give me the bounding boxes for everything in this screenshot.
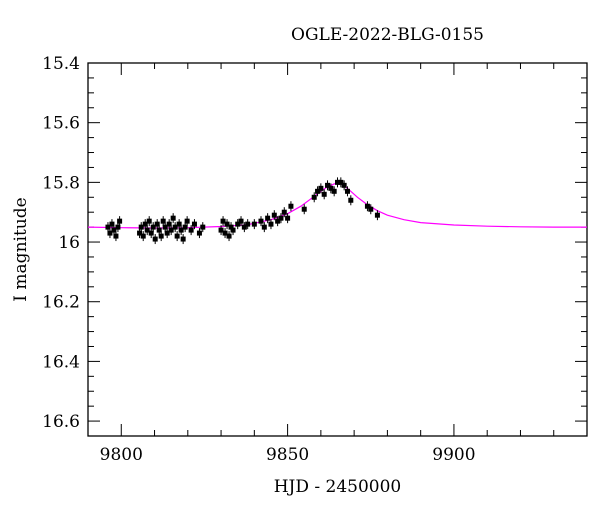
data-point [164,228,170,239]
data-point [368,204,374,215]
data-point [105,222,111,233]
data-point [188,225,194,236]
data-point [111,225,117,236]
x-tick-label: 9850 [266,445,309,465]
data-point [241,222,247,233]
data-point [146,216,152,227]
data-point [348,195,354,206]
data-point [117,216,123,227]
data-point [261,222,267,233]
x-tick-labels: 9800 9850 9900 [100,445,476,465]
data-point [158,231,164,242]
data-point [107,228,113,239]
data-point [218,225,224,236]
data-point [174,231,180,242]
data-point [144,225,150,236]
y-tick-label: 15.6 [42,114,80,134]
data-point [113,231,119,242]
data-point [109,219,115,230]
data-point [200,222,206,233]
data-point [335,177,340,188]
data-point [364,201,370,212]
y-tick-label: 16.2 [42,293,80,313]
data-point [325,180,331,191]
data-point [301,204,307,215]
data-point [162,222,168,233]
y-tick-labels: 15.4 15.6 15.8 16 16.2 16.4 16.6 [42,54,80,432]
data-point [288,201,294,212]
data-point [311,192,317,203]
x-axis-label: HJD - 2450000 [274,477,402,497]
data-points [105,177,380,245]
data-point [191,219,197,230]
data-point [138,222,144,233]
data-point [338,177,344,188]
data-point [182,222,188,233]
data-point [156,225,162,236]
data-point [281,207,287,218]
data-point [142,219,148,230]
data-point [170,213,176,224]
data-point [154,219,160,230]
data-point [278,213,284,224]
data-point [374,210,380,221]
y-tick-label: 15.8 [42,173,80,193]
data-point [251,219,257,230]
data-point [176,219,182,230]
data-point [184,216,190,227]
data-point [235,219,241,230]
data-point [275,216,281,227]
data-point [315,186,321,197]
data-point [258,216,264,227]
data-point [321,189,327,200]
data-point [331,186,337,197]
data-point [172,222,178,233]
x-tick-label: 9900 [432,445,475,465]
plot-frame [87,62,588,437]
data-point [152,234,158,245]
data-point [265,213,271,224]
x-tick-label: 9800 [100,445,143,465]
data-point [271,210,277,221]
chart-title: OGLE-2022-BLG-0155 [291,25,484,45]
data-point [115,222,121,233]
axis-ticks [87,62,588,437]
y-axis-label: I magnitude [11,197,31,301]
y-tick-label: 16.6 [42,412,80,432]
data-point [196,228,202,239]
data-point [238,216,244,227]
data-point [318,183,324,194]
data-point [150,222,156,233]
data-point [137,228,143,239]
data-point [178,225,184,236]
data-point [328,183,334,194]
data-point [285,213,291,224]
y-tick-label: 15.4 [42,54,80,74]
y-tick-label: 16.4 [42,352,80,372]
data-point [168,225,174,236]
data-point [148,228,154,239]
data-point [140,231,146,242]
y-tick-label: 16 [58,233,80,253]
data-point [166,219,172,230]
data-point [344,186,350,197]
data-point [341,180,347,191]
data-point [268,219,274,230]
data-point [222,228,228,239]
data-point [180,234,186,245]
data-point [226,231,232,242]
data-point [160,216,166,227]
data-point [230,225,236,236]
data-point [220,216,226,227]
data-point [245,219,251,230]
data-point [224,219,230,230]
